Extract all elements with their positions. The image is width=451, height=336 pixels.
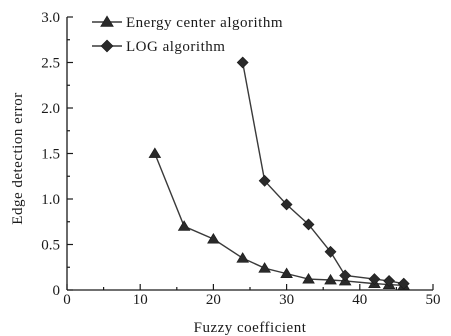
diamond-marker [280, 198, 293, 211]
triangle-marker [280, 267, 293, 279]
triangle-marker [302, 272, 315, 284]
series-energy-center [148, 147, 411, 290]
x-tick-label: 40 [352, 292, 367, 308]
legend-triangle-icon [100, 15, 114, 27]
series-log [236, 56, 410, 290]
x-axis-title: Fuzzy coefficient [194, 320, 307, 336]
legend-diamond-icon [100, 39, 114, 53]
legend-label: Energy center algorithm [126, 15, 283, 31]
diamond-marker [397, 277, 410, 290]
x-tick-label: 50 [426, 292, 441, 308]
x-tick-label: 30 [279, 292, 294, 308]
triangle-marker [207, 232, 220, 244]
y-axis-title: Edge detection error [10, 92, 26, 224]
y-tick-label: 2.5 [41, 56, 60, 72]
diamond-marker [368, 273, 381, 286]
diamond-marker [324, 245, 337, 258]
series-line [241, 62, 404, 285]
x-tick-label: 0 [63, 292, 71, 308]
y-tick-label: 2.0 [41, 101, 60, 117]
diamond-marker [258, 174, 271, 187]
triangle-marker [148, 147, 162, 158]
diamond-marker [383, 274, 396, 287]
diamond-marker [339, 269, 352, 282]
x-tick-label: 10 [133, 292, 148, 308]
series-group [148, 56, 411, 290]
triangle-marker [236, 252, 249, 263]
y-tick-label: 1.0 [41, 192, 60, 208]
y-tick-label: 0 [53, 283, 61, 299]
legend-label: LOG algorithm [126, 39, 225, 55]
legend-item: LOG algorithm [92, 39, 225, 55]
y-tick-label: 3.0 [41, 10, 60, 26]
axes-group: 0 10 20 30 40 50 0 0.5 1.0 1.5 2.0 2.5 3.0 [41, 10, 440, 308]
diamond-marker [236, 56, 249, 69]
y-tick-label: 1.5 [41, 147, 60, 163]
diamond-marker [302, 218, 315, 231]
legend: Energy center algorithm LOG algorithm [92, 15, 283, 55]
triangle-marker [258, 262, 271, 273]
x-tick-label: 20 [206, 292, 221, 308]
triangle-marker [324, 273, 337, 285]
legend-item: Energy center algorithm [92, 15, 283, 31]
triangle-marker [177, 220, 191, 231]
series-line [154, 153, 404, 287]
y-tick-label: 0.5 [41, 238, 60, 254]
